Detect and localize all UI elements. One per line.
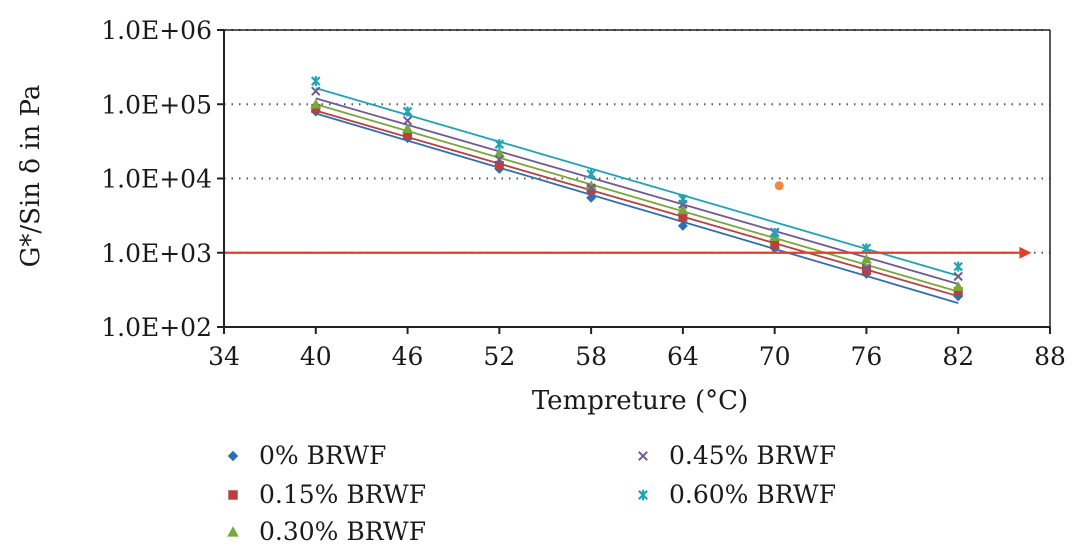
legend-label: 0.60% BRWF bbox=[669, 480, 836, 509]
legend-label: 0.45% BRWF bbox=[669, 441, 836, 470]
trend-line bbox=[315, 112, 959, 304]
data-point bbox=[861, 243, 872, 254]
legend: 0% BRWF 0.15% BRWF 0.30% BRWF 0.45% BRWF 0.6… bbox=[227, 441, 836, 546]
data-point bbox=[586, 168, 596, 179]
legend-label: 0.30% BRWF bbox=[259, 517, 426, 546]
x-tick-label: 46 bbox=[392, 342, 424, 371]
trend-line bbox=[315, 109, 959, 298]
data-point bbox=[860, 253, 872, 264]
legend-item: 0.30% BRWF bbox=[227, 517, 426, 546]
trend-lines bbox=[315, 87, 959, 304]
data-point bbox=[311, 76, 321, 87]
data-points bbox=[310, 76, 964, 302]
outlier-point bbox=[774, 181, 784, 191]
data-point bbox=[586, 183, 596, 193]
x-tick-label: 64 bbox=[667, 342, 699, 371]
data-point bbox=[403, 130, 413, 140]
x-tick-label: 82 bbox=[942, 342, 974, 371]
legend-item: 0.15% BRWF bbox=[228, 480, 426, 509]
data-point bbox=[586, 192, 597, 203]
data-point bbox=[310, 98, 322, 109]
legend-marker bbox=[227, 526, 239, 537]
data-point bbox=[311, 86, 321, 96]
data-point bbox=[494, 139, 505, 150]
data-point bbox=[953, 287, 963, 297]
x-tick-labels: 34 40 46 52 58 64 70 76 82 88 bbox=[208, 342, 1066, 371]
data-point bbox=[677, 204, 689, 215]
x-tick-label: 76 bbox=[851, 342, 883, 371]
grid-lines bbox=[224, 29, 1050, 254]
legend-label: 0% BRWF bbox=[259, 441, 386, 470]
trend-line bbox=[315, 97, 959, 285]
data-point bbox=[769, 227, 780, 238]
y-tick-label: 1.0E+03 bbox=[101, 239, 212, 268]
reference-arrowhead bbox=[1019, 246, 1032, 259]
data-point bbox=[861, 265, 871, 275]
legend-marker bbox=[638, 451, 648, 461]
x-tick-label: 70 bbox=[759, 342, 791, 371]
x-tick-label: 58 bbox=[575, 342, 607, 371]
axes bbox=[217, 29, 1051, 334]
y-axis-title: G*/Sin δ in Pa bbox=[16, 85, 46, 268]
x-axis-title: Tempreture (°C) bbox=[532, 386, 748, 416]
data-point bbox=[494, 154, 505, 165]
data-point bbox=[585, 180, 597, 191]
legend-label: 0.15% BRWF bbox=[259, 480, 426, 509]
data-point bbox=[678, 193, 688, 204]
data-point bbox=[861, 263, 872, 273]
y-tick-labels: 1.0E+02 1.0E+03 1.0E+04 1.0E+05 1.0E+06 bbox=[101, 16, 212, 342]
data-point bbox=[953, 271, 963, 282]
data-point bbox=[402, 116, 413, 126]
legend-item: 0% BRWF bbox=[227, 441, 386, 470]
data-point bbox=[953, 261, 963, 272]
y-tick-label: 1.0E+06 bbox=[101, 16, 212, 45]
legend-marker bbox=[638, 489, 648, 501]
y-tick-label: 1.0E+05 bbox=[101, 90, 212, 119]
reference-line-group bbox=[224, 246, 1032, 259]
data-point bbox=[494, 160, 504, 170]
x-tick-label: 88 bbox=[1034, 342, 1066, 371]
data-point bbox=[493, 147, 505, 158]
x-tick-label: 34 bbox=[208, 342, 240, 371]
legend-marker bbox=[227, 450, 239, 462]
y-tick-label: 1.0E+02 bbox=[101, 313, 212, 342]
data-point bbox=[770, 239, 780, 249]
x-tick-label: 40 bbox=[300, 342, 332, 371]
legend-item: 0.60% BRWF bbox=[638, 480, 836, 509]
y-tick-label: 1.0E+04 bbox=[101, 165, 212, 194]
data-point bbox=[678, 212, 688, 222]
data-point bbox=[402, 106, 413, 117]
legend-marker bbox=[228, 490, 238, 500]
data-point bbox=[677, 220, 688, 231]
data-point bbox=[952, 281, 964, 292]
data-point bbox=[402, 123, 414, 133]
trend-line bbox=[315, 103, 959, 293]
trend-line bbox=[315, 87, 959, 277]
x-tick-label: 52 bbox=[483, 342, 515, 371]
legend-item: 0.45% BRWF bbox=[638, 441, 836, 470]
